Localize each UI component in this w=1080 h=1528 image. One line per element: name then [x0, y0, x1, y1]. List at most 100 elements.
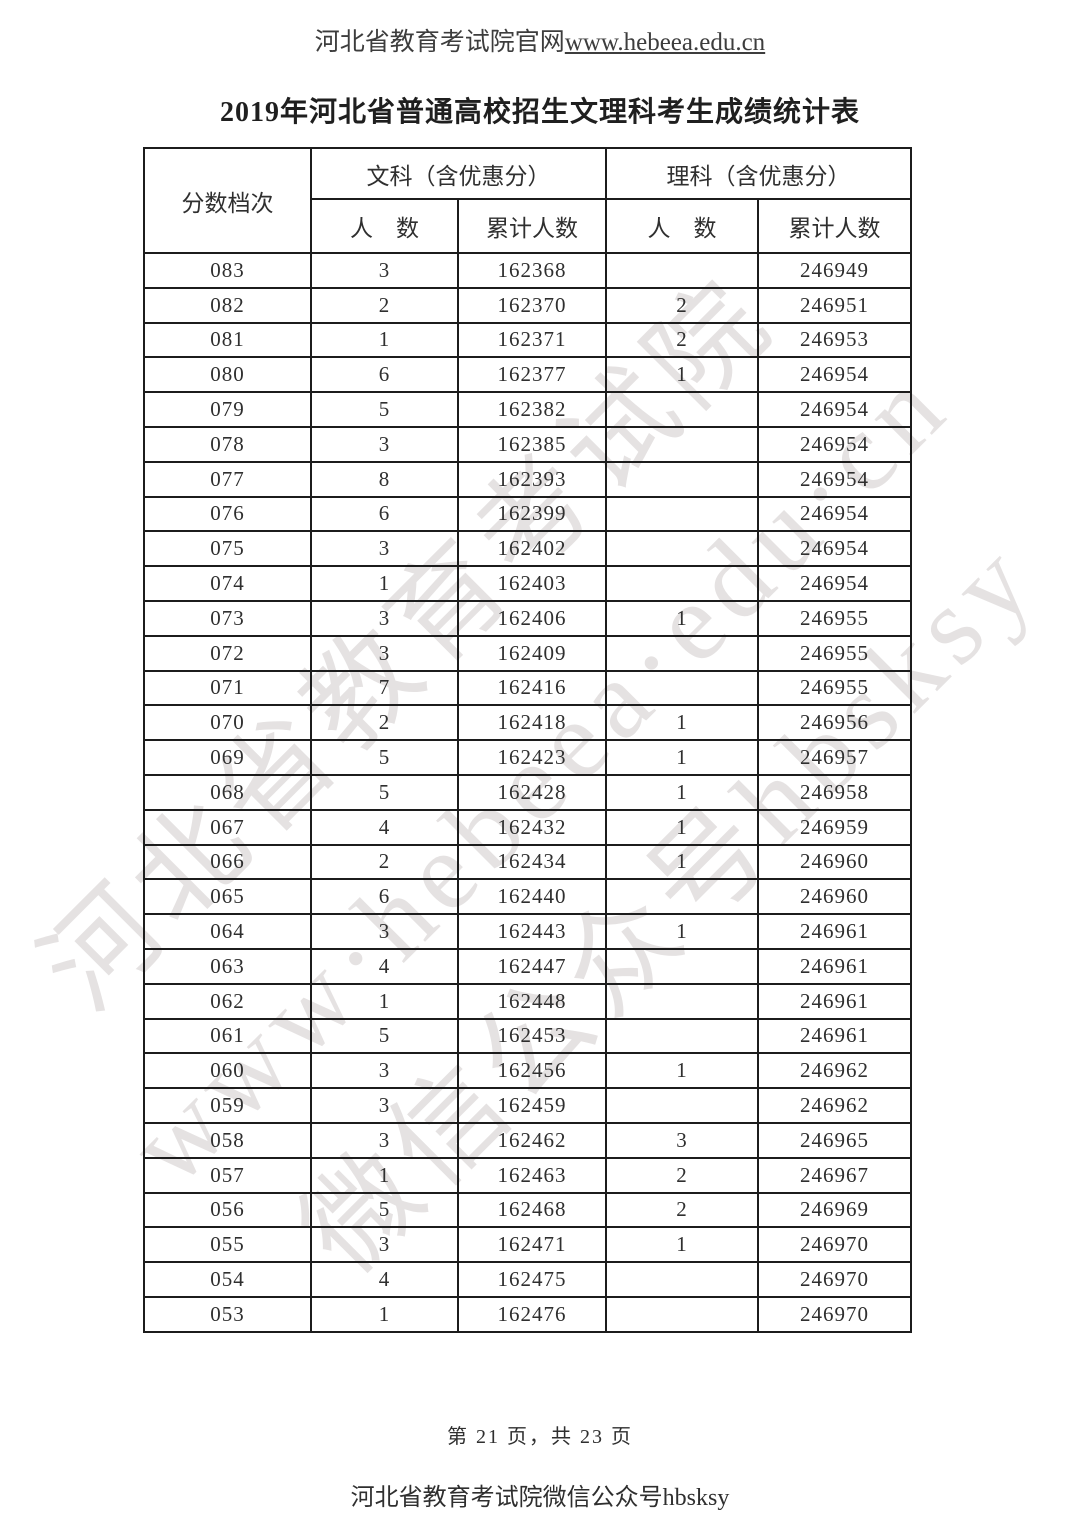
wen-count-cell: 3 [310, 252, 459, 289]
li-cumulative-cell: 246961 [757, 947, 912, 985]
table-row: 074 1 162403 246954 [143, 565, 912, 602]
table-row: 065 6 162440 246960 [143, 878, 912, 916]
table-row: 069 5 162423 1 246957 [143, 739, 912, 776]
site-header: 河北省教育考试院官网www.hebeea.edu.cn [0, 22, 1080, 58]
wen-cumulative-cell: 162440 [457, 878, 607, 916]
score-band-cell: 055 [143, 1226, 312, 1264]
li-cumulative-cell: 246961 [757, 1017, 912, 1055]
wen-count-cell: 5 [310, 739, 459, 776]
column-group-science: 理科（含优惠分） [605, 147, 912, 200]
table-row: 076 6 162399 246954 [143, 495, 912, 533]
score-band-cell: 062 [143, 982, 312, 1020]
wen-count-cell: 3 [310, 1121, 459, 1159]
score-band-cell: 066 [143, 843, 312, 881]
table-row: 062 1 162448 246961 [143, 982, 912, 1020]
table-row: 070 2 162418 1 246956 [143, 704, 912, 742]
wen-cumulative-cell: 162428 [457, 773, 607, 811]
table-row: 059 3 162459 246962 [143, 1087, 912, 1124]
table-row: 078 3 162385 246954 [143, 425, 912, 463]
site-header-url-link[interactable]: www.hebeea.edu.cn [564, 29, 766, 56]
table-header-group-row: 分数档次 文科（含优惠分） 理科（含优惠分） [143, 147, 912, 254]
score-band-cell: 075 [143, 530, 312, 568]
li-cumulative-cell: 246954 [757, 530, 912, 568]
li-cumulative-cell: 246954 [757, 495, 912, 533]
score-band-cell: 071 [143, 669, 312, 707]
li-cumulative-cell: 246962 [757, 1087, 912, 1124]
wen-count-cell: 1 [310, 321, 459, 359]
wen-cumulative-cell: 162447 [457, 947, 607, 985]
li-count-cell [605, 460, 759, 498]
table-row: 079 5 162382 246954 [143, 391, 912, 428]
li-cumulative-cell: 246959 [757, 808, 912, 846]
li-cumulative-cell: 246961 [757, 982, 912, 1020]
li-count-cell: 1 [605, 1226, 759, 1264]
wen-cumulative-cell: 162468 [457, 1191, 607, 1229]
wen-count-cell: 5 [310, 1191, 459, 1229]
score-band-cell: 076 [143, 495, 312, 533]
li-cumulative-cell: 246960 [757, 843, 912, 881]
li-count-cell: 1 [605, 599, 759, 637]
score-band-cell: 072 [143, 634, 312, 672]
wen-cumulative-cell: 162423 [457, 739, 607, 776]
wen-cumulative-cell: 162459 [457, 1087, 607, 1124]
table-row: 055 3 162471 1 246970 [143, 1226, 912, 1264]
wen-count-cell: 3 [310, 1087, 459, 1124]
wen-count-cell: 6 [310, 878, 459, 916]
wen-count-cell: 2 [310, 286, 459, 324]
li-count-cell: 2 [605, 1191, 759, 1229]
score-band-cell: 070 [143, 704, 312, 742]
wen-count-cell: 4 [310, 808, 459, 846]
li-cumulative-cell: 246962 [757, 1052, 912, 1090]
table-row: 060 3 162456 1 246962 [143, 1052, 912, 1090]
wen-count-cell: 3 [310, 425, 459, 463]
score-band-cell: 069 [143, 739, 312, 776]
li-count-cell [605, 252, 759, 289]
li-count-cell [605, 530, 759, 568]
li-cumulative-cell: 246954 [757, 460, 912, 498]
table-row: 053 1 162476 246970 [143, 1295, 912, 1333]
wen-cumulative-cell: 162393 [457, 460, 607, 498]
wen-cumulative-cell: 162377 [457, 356, 607, 394]
table-body: 083 3 162368 246949 082 2 162370 2 246951 081 1 162… [143, 252, 912, 1333]
column-header-li-cumulative: 累计人数 [757, 198, 912, 254]
score-band-cell: 083 [143, 252, 312, 289]
wen-cumulative-cell: 162418 [457, 704, 607, 742]
wen-count-cell: 8 [310, 460, 459, 498]
score-band-cell: 056 [143, 1191, 312, 1229]
wen-count-cell: 5 [310, 773, 459, 811]
wen-count-cell: 2 [310, 843, 459, 881]
wen-count-cell: 3 [310, 530, 459, 568]
li-count-cell [605, 982, 759, 1020]
li-count-cell: 1 [605, 843, 759, 881]
li-cumulative-cell: 246970 [757, 1261, 912, 1298]
li-count-cell: 2 [605, 321, 759, 359]
li-cumulative-cell: 246970 [757, 1226, 912, 1264]
wen-cumulative-cell: 162370 [457, 286, 607, 324]
score-band-cell: 067 [143, 808, 312, 846]
table-row: 061 5 162453 246961 [143, 1017, 912, 1055]
li-cumulative-cell: 246967 [757, 1156, 912, 1194]
table-row: 071 7 162416 246955 [143, 669, 912, 707]
li-count-cell [605, 495, 759, 533]
li-count-cell [605, 1087, 759, 1124]
li-cumulative-cell: 246957 [757, 739, 912, 776]
wen-cumulative-cell: 162443 [457, 913, 607, 950]
li-count-cell [605, 565, 759, 602]
wen-count-cell: 6 [310, 356, 459, 394]
score-band-cell: 061 [143, 1017, 312, 1055]
li-cumulative-cell: 246954 [757, 356, 912, 394]
li-count-cell [605, 1017, 759, 1055]
table-row: 077 8 162393 246954 [143, 460, 912, 498]
column-group-liberal-arts: 文科（含优惠分） [310, 147, 607, 200]
score-band-cell: 078 [143, 425, 312, 463]
li-count-cell [605, 391, 759, 428]
li-count-cell [605, 669, 759, 707]
column-header-wen-count: 人 数 [310, 198, 459, 254]
li-cumulative-cell: 246954 [757, 391, 912, 428]
li-count-cell: 2 [605, 1156, 759, 1194]
score-band-cell: 058 [143, 1121, 312, 1159]
column-header-score-band: 分数档次 [143, 147, 312, 254]
table-row: 083 3 162368 246949 [143, 252, 912, 289]
table-row: 054 4 162475 246970 [143, 1261, 912, 1298]
li-count-cell [605, 425, 759, 463]
